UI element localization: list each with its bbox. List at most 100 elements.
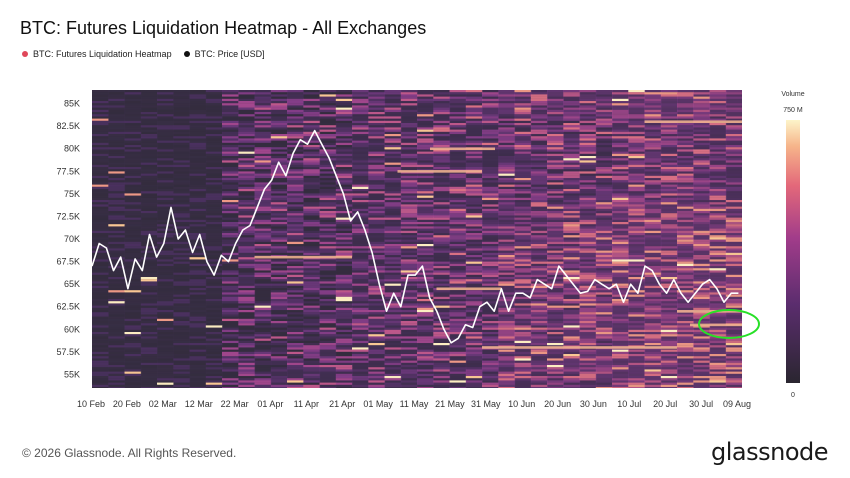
heatmap-cell [108, 299, 126, 302]
heatmap-cell [449, 105, 467, 108]
legend-item-heatmap[interactable]: BTC: Futures Liquidation Heatmap [22, 49, 172, 59]
heatmap-cell [465, 142, 483, 146]
heatmap-cell [725, 279, 742, 282]
heatmap-cell [335, 323, 353, 326]
heatmap-cell [140, 162, 158, 165]
heatmap-cell [595, 230, 613, 234]
heatmap-cell [222, 107, 239, 110]
heatmap-cell [173, 329, 191, 333]
heatmap-cell [660, 156, 678, 159]
heatmap-cell [677, 294, 694, 297]
heatmap-cell [563, 116, 581, 119]
heatmap-cell [595, 305, 613, 308]
heatmap-cell [660, 281, 678, 284]
heatmap-cell [124, 290, 142, 293]
heatmap-cell [563, 173, 581, 176]
heatmap-cell [693, 151, 711, 154]
heatmap-cell [498, 327, 516, 330]
heatmap-cell [270, 193, 288, 196]
heatmap-cell [482, 107, 499, 110]
heatmap-cell [644, 193, 662, 196]
heatmap-cell [482, 134, 499, 137]
heatmap-cell [319, 250, 337, 253]
heatmap-cell [205, 191, 223, 194]
heatmap-cell [547, 285, 564, 289]
heatmap-cell [124, 158, 142, 161]
heatmap-cell [612, 116, 629, 119]
heatmap-cell [352, 351, 369, 355]
heatmap-cell [465, 239, 483, 242]
heatmap-cell [693, 270, 711, 273]
heatmap-cell [628, 228, 646, 231]
heatmap-cell [205, 125, 223, 128]
heatmap-cell [725, 349, 742, 352]
heatmap-cell [238, 327, 256, 330]
heatmap-cell [400, 340, 418, 344]
heatmap-cell [612, 94, 629, 97]
heatmap-cell [612, 268, 629, 271]
heatmap-cell [352, 325, 369, 328]
heatmap-cell [563, 127, 581, 130]
heatmap-cell [644, 277, 662, 280]
heatmap-cell [352, 138, 369, 141]
heatmap-cell [514, 112, 532, 115]
heatmap-cell [660, 211, 678, 214]
heatmap-cell [173, 261, 191, 264]
heatmap-cell [222, 349, 239, 352]
heatmap-cell [368, 329, 386, 333]
heatmap-cell [157, 301, 174, 304]
heatmap-cell [628, 257, 646, 260]
heatmap-cell [352, 343, 369, 346]
heatmap-cell [433, 263, 451, 267]
heatmap-cell [628, 237, 646, 240]
heatmap-cell [482, 266, 499, 269]
heatmap-cell [660, 334, 678, 337]
heatmap-cell [449, 323, 467, 326]
heatmap-cell [417, 261, 434, 264]
heatmap-cell [498, 160, 516, 163]
heatmap-cell [287, 241, 304, 245]
heatmap-cell [303, 90, 321, 93]
heatmap-cell [628, 266, 646, 269]
heatmap-cell [254, 222, 272, 225]
heatmap-cell [644, 189, 662, 192]
heatmap-cell [433, 257, 451, 260]
heatmap-cell [238, 151, 256, 154]
heatmap-cell [189, 173, 207, 176]
heatmap-cell [108, 246, 126, 249]
heatmap-cell [108, 259, 126, 262]
heatmap-cell [465, 338, 483, 341]
heatmap-cell [660, 169, 678, 172]
heatmap-cell [660, 123, 678, 126]
heatmap-cell [709, 178, 727, 181]
heatmap-cell [563, 164, 581, 168]
heatmap-cell [108, 314, 126, 317]
heatmap-cell [677, 252, 694, 256]
heatmap-cell [709, 193, 727, 196]
heatmap-cell [547, 268, 564, 271]
heatmap-cell [157, 96, 174, 99]
heatmap-cell [124, 334, 142, 337]
heatmap-cell [238, 222, 256, 225]
heatmap-cell [205, 237, 223, 240]
heatmap-cell [319, 314, 337, 317]
heatmap-cell [319, 164, 337, 168]
heatmap-cell [157, 180, 174, 183]
heatmap-cell [725, 153, 742, 157]
heatmap-cell [400, 312, 418, 315]
heatmap-cell [173, 325, 191, 328]
heatmap-cell [205, 283, 223, 286]
heatmap-cell [384, 263, 402, 267]
heatmap-cell [319, 237, 337, 240]
heatmap-cell [287, 281, 304, 284]
heatmap-cell [124, 347, 142, 350]
heatmap-cell [612, 349, 629, 352]
heatmap-cell [92, 103, 109, 106]
heatmap-cell [124, 230, 142, 234]
legend-item-price[interactable]: BTC: Price [USD] [183, 49, 265, 59]
heatmap-cell [124, 283, 142, 286]
heatmap-cell [303, 92, 321, 95]
heatmap-cell [709, 305, 727, 308]
heatmap-cell [482, 96, 499, 99]
heatmap-cell [417, 118, 434, 121]
